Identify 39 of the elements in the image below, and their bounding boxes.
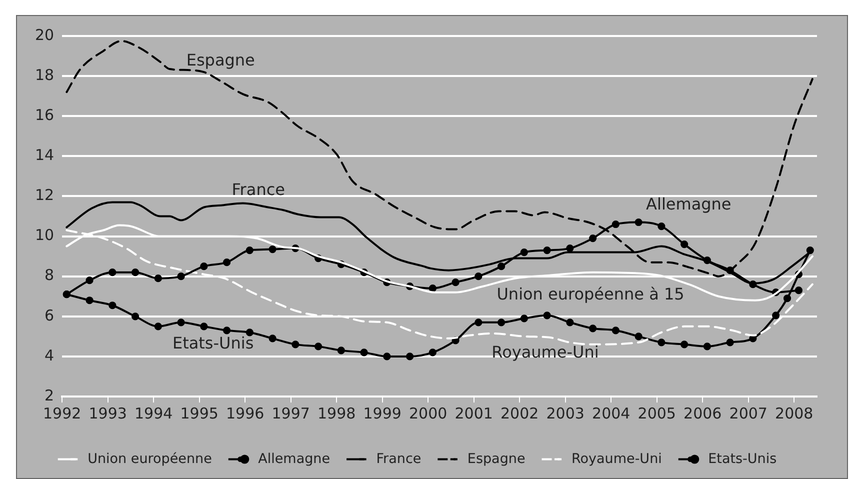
annotation: Espagne <box>186 50 255 70</box>
y-tick-label: 14 <box>34 146 54 164</box>
y-tick-label: 18 <box>34 66 54 84</box>
x-tick-label: 1996 <box>226 404 264 422</box>
x-tick-label: 1993 <box>88 404 127 422</box>
y-tick-label: 16 <box>34 106 54 124</box>
x-tick-label: 1992 <box>42 404 82 422</box>
y-tick-label: 12 <box>34 186 54 204</box>
y-tick-label: 4 <box>44 346 54 364</box>
x-tick-label: 2004 <box>592 404 630 422</box>
y-tick-label: 6 <box>44 306 54 324</box>
x-tick-label: 2000 <box>409 404 448 422</box>
annotation: Allemagne <box>646 194 732 214</box>
x-tick-label: 2001 <box>454 404 493 422</box>
x-tick-label: 2008 <box>775 404 814 422</box>
y-tick-label: 10 <box>34 226 54 244</box>
x-tick-label: 1998 <box>318 404 356 422</box>
legend-label: Etats-Unis <box>708 450 777 467</box>
x-tick-label: 2002 <box>500 404 539 422</box>
annotation: Union européenne à 15 <box>496 284 684 304</box>
annotation: France <box>232 180 285 200</box>
legend-label: Allemagne <box>258 450 330 467</box>
annotation: Royaume-Uni <box>492 342 599 362</box>
y-tick-label: 2 <box>44 386 54 404</box>
x-tick-label: 1994 <box>134 404 173 422</box>
x-tick-label: 2007 <box>729 404 768 422</box>
legend-label: Espagne <box>467 450 526 467</box>
x-tick-label: 1999 <box>363 404 402 422</box>
legend-label: France <box>376 450 422 467</box>
x-tick-label: 2003 <box>546 404 584 422</box>
legend-label: Union européenne <box>88 450 212 467</box>
x-tick-label: 1995 <box>180 404 218 422</box>
x-tick-label: 2005 <box>638 404 676 422</box>
x-tick-label: 1997 <box>272 404 310 422</box>
legend-label: Royaume-Uni <box>572 450 662 467</box>
y-tick-label: 8 <box>44 266 54 284</box>
y-tick-label: 20 <box>34 26 54 44</box>
annotation: Etats-Unis <box>172 333 254 352</box>
x-tick-label: 2006 <box>684 404 722 422</box>
